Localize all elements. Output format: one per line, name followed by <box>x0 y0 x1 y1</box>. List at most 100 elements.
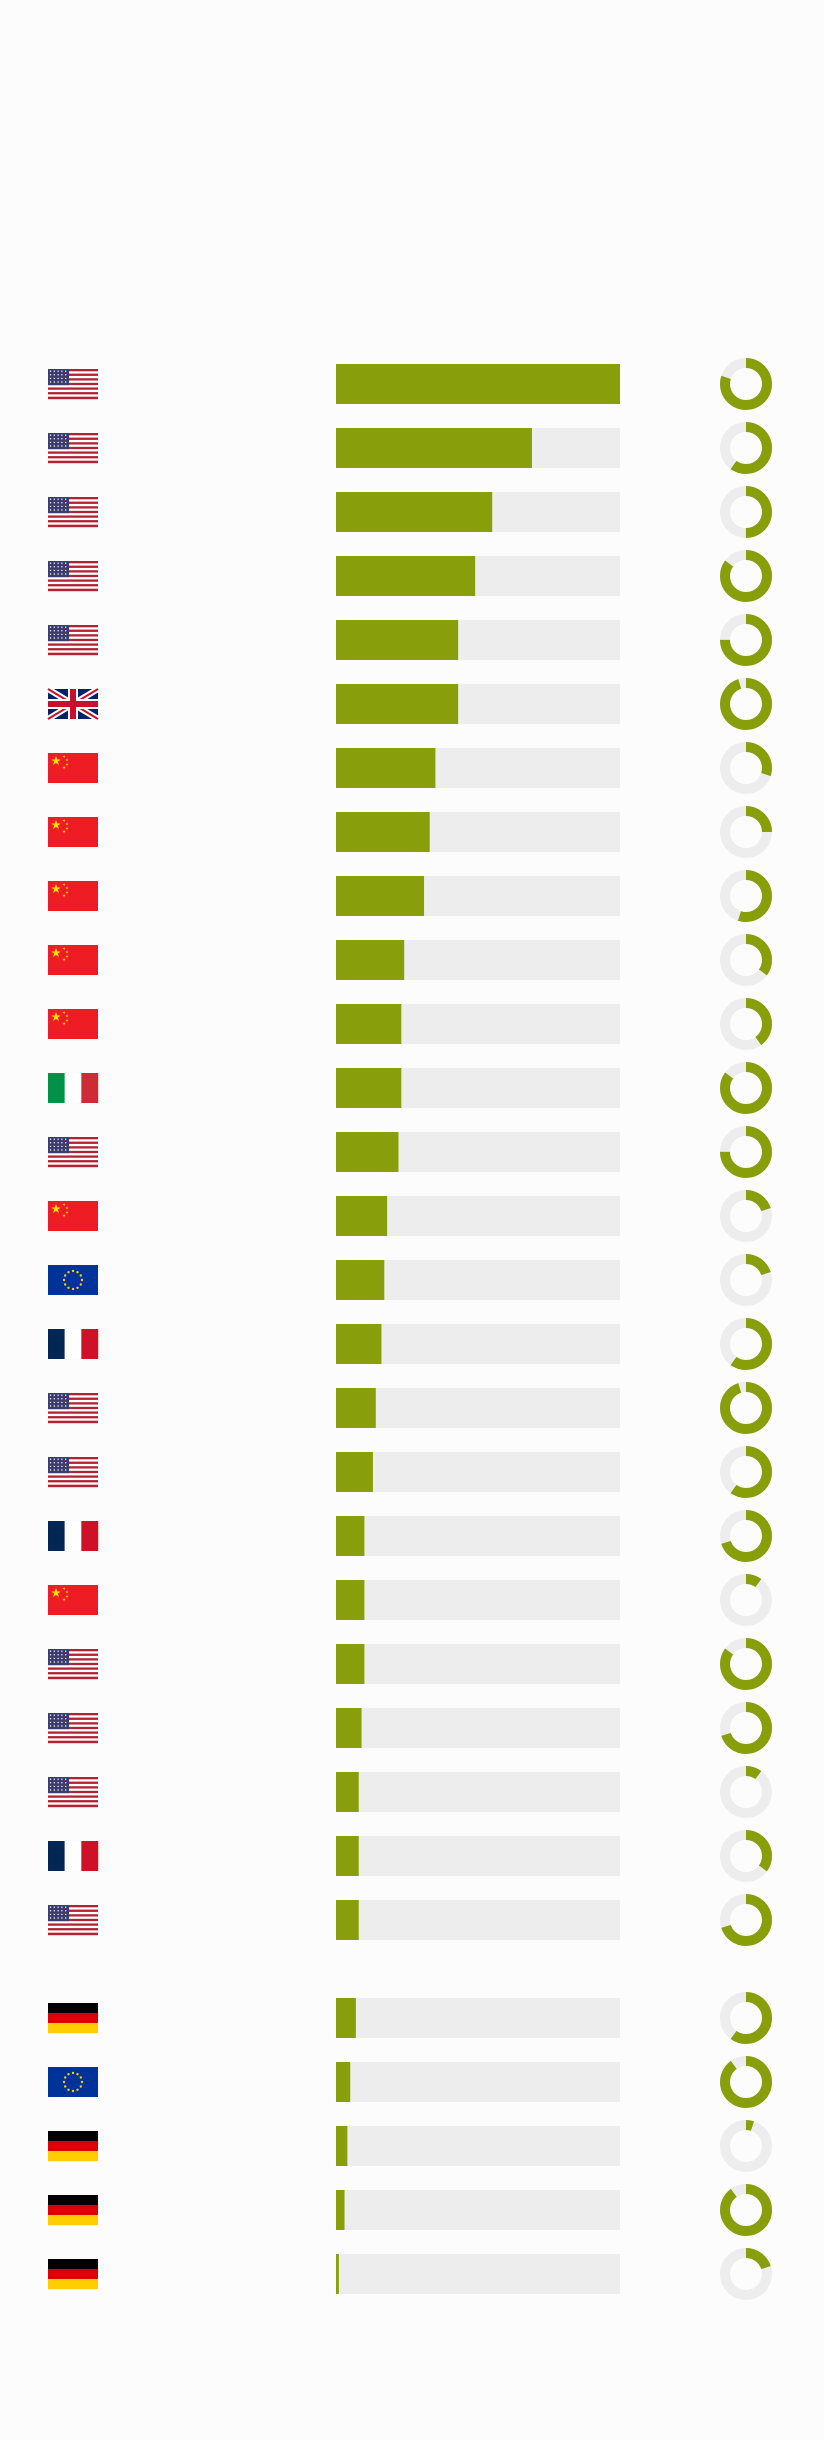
flag-stripe <box>48 1395 98 1398</box>
china-flag-icon <box>48 817 98 847</box>
flag-stripe <box>48 1795 98 1798</box>
flag-star <box>53 1138 55 1140</box>
flag-star <box>61 1721 63 1724</box>
flag-star <box>53 374 55 376</box>
flag-star <box>62 1213 66 1217</box>
bar-track <box>336 2190 620 2230</box>
flag-stripe <box>48 1797 98 1801</box>
flag-canton <box>48 1649 69 1666</box>
flag-stripe <box>48 1150 98 1154</box>
chart-row <box>48 1574 772 1626</box>
bar <box>336 940 405 980</box>
flag-star <box>61 505 63 508</box>
france-flag-icon <box>48 1841 99 1871</box>
flag-star <box>57 1405 59 1407</box>
flag-star <box>57 502 59 504</box>
flag-stripe <box>48 1157 98 1161</box>
flag-stripe <box>48 1918 98 1922</box>
flag-star <box>49 1906 52 1908</box>
bar <box>336 1836 359 1876</box>
flag-stripe <box>48 449 98 452</box>
flag-star <box>65 573 67 575</box>
flag-stripe <box>48 394 98 397</box>
chart-row <box>48 998 772 1050</box>
flag-band <box>48 2023 98 2034</box>
flag-star <box>49 1718 52 1720</box>
bar <box>336 812 430 852</box>
flag-stripe <box>48 1909 98 1913</box>
chart-row <box>48 2120 772 2172</box>
flag-star <box>65 886 69 890</box>
flag-stripe <box>48 1411 98 1414</box>
flag-star <box>53 1462 55 1464</box>
flag-band <box>48 2205 98 2216</box>
flag-star <box>65 1910 67 1912</box>
ring-progress <box>720 678 772 730</box>
flag-star <box>49 1469 52 1471</box>
flag-star <box>57 505 59 508</box>
flag-band <box>48 1329 65 1359</box>
flag-stripe <box>48 1653 98 1657</box>
flag-band <box>48 1521 65 1551</box>
flag-star <box>61 1458 63 1460</box>
flag-star <box>51 1588 61 1598</box>
flag-star <box>65 822 69 826</box>
flag-star <box>57 1913 59 1916</box>
flag-star <box>65 1458 67 1460</box>
chart-row <box>48 486 772 538</box>
flag-star <box>61 1913 63 1916</box>
flag-stripe <box>48 1781 98 1785</box>
flag-star <box>62 946 66 950</box>
flag-star <box>67 1271 70 1274</box>
bar <box>336 1132 399 1172</box>
bar <box>336 1452 373 1492</box>
flag-canton <box>48 1457 69 1474</box>
flag-star <box>49 1401 52 1404</box>
bar <box>336 1068 402 1108</box>
flag-stripe <box>48 1731 98 1734</box>
flag-band <box>48 2003 98 2014</box>
flag-star <box>65 826 69 830</box>
eu-flag-icon <box>48 1265 98 1295</box>
flag-stripe <box>48 1660 98 1664</box>
bar-track <box>336 1836 620 1876</box>
flag-star <box>65 1782 67 1784</box>
flag-stripe <box>48 1162 98 1165</box>
flag-star <box>53 434 55 436</box>
flag-star <box>49 1917 52 1919</box>
flag-stripe <box>48 444 98 448</box>
flag-star <box>62 2080 66 2084</box>
flag-band <box>48 2195 98 2206</box>
us-flag-icon <box>48 497 98 528</box>
flag-star <box>57 1906 59 1908</box>
flag-star <box>65 374 67 376</box>
flag-stripe <box>48 1738 98 1741</box>
bar-track <box>336 1388 620 1428</box>
flag-stripe <box>48 1651 98 1654</box>
flag-stripe <box>48 392 98 395</box>
chart-row <box>48 1702 772 1754</box>
flag-cross-red-h <box>48 701 98 707</box>
flag-stripe <box>48 1404 98 1408</box>
flag-stripe <box>48 1788 98 1792</box>
flag-star <box>57 381 59 383</box>
flag-stripe <box>48 1139 98 1142</box>
ring-progress <box>720 1992 772 2044</box>
flag-star <box>61 1405 63 1407</box>
bar <box>336 1644 365 1684</box>
ring-progress <box>720 806 772 858</box>
flag-star <box>61 1657 63 1660</box>
flag-star <box>65 954 69 958</box>
flag-star <box>57 1789 59 1791</box>
us-flag-icon <box>48 1649 98 1680</box>
flag-star <box>49 1405 52 1407</box>
italy-flag-icon <box>48 1073 99 1103</box>
flag-star <box>61 637 63 639</box>
flag-stripe <box>48 579 98 582</box>
flag-stripe <box>48 501 98 505</box>
us-flag-icon <box>48 1905 98 1936</box>
flag-star <box>61 381 63 383</box>
chart-row <box>48 1382 772 1434</box>
flag-stripe <box>48 1470 98 1474</box>
flag-star <box>65 509 67 511</box>
